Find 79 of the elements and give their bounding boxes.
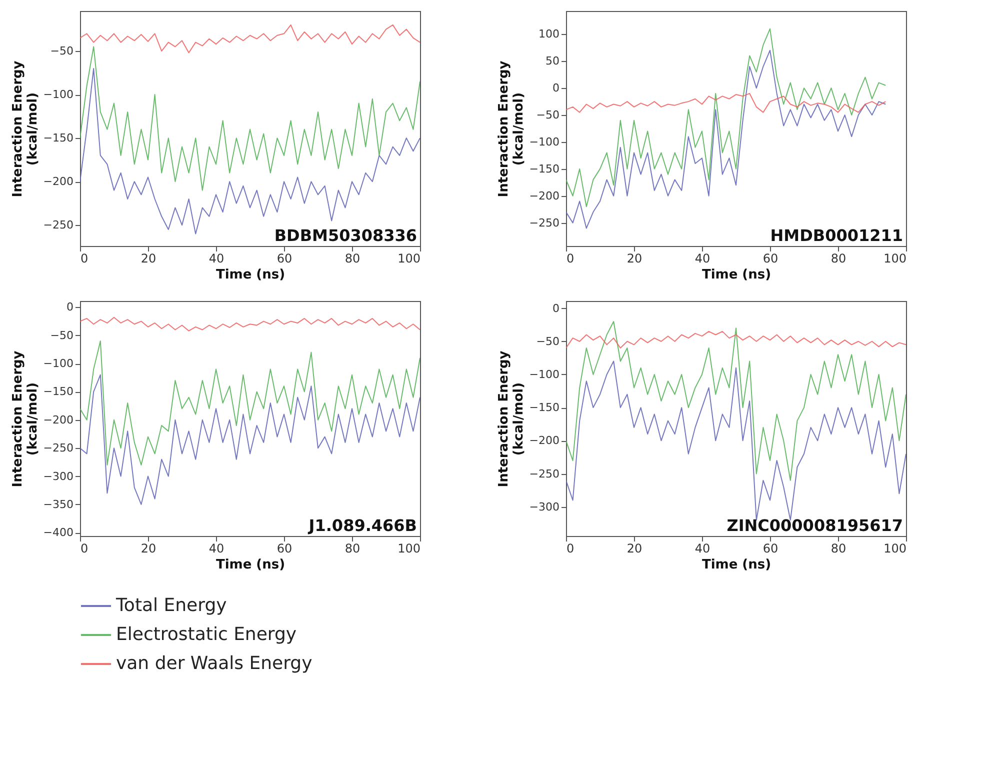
y-axis-title: Interaction Energy (kcal/mol) (10, 350, 40, 488)
y-tick-label: −50 (50, 44, 74, 58)
y-tick-label: −250 (529, 216, 560, 230)
x-tick-label: 40 (208, 252, 224, 266)
y-tick-label: 50 (546, 54, 560, 68)
y-tick-label: −150 (43, 385, 74, 398)
x-tick-label: 100 (884, 542, 906, 556)
x-axis-title: Time (ns) (216, 558, 286, 572)
x-tick-label: 100 (398, 252, 420, 266)
line-series (566, 330, 906, 348)
y-tick-label: −400 (43, 526, 74, 540)
x-axis-title: Time (ns) (216, 268, 286, 282)
y-tick-label: −300 (529, 500, 560, 514)
line-series (566, 321, 906, 481)
x-tick-label: 80 (830, 252, 846, 266)
legend-label: van der Waals Energy (116, 653, 313, 674)
legend-label: Electrostatic Energy (116, 624, 297, 645)
x-tick-label: 60 (762, 252, 778, 266)
annotation: HMDB0001211 (770, 226, 903, 245)
y-axis-title: Interaction Energy (kcal/mol) (496, 350, 526, 488)
x-tick-label: 0 (566, 252, 574, 266)
y-tick-label: −250 (529, 467, 560, 480)
x-tick-label: 40 (208, 542, 224, 556)
x-tick-label: 0 (566, 542, 574, 556)
x-tick-label: 100 (398, 542, 420, 556)
y-tick-label: −200 (529, 189, 560, 202)
legend-label: Total Energy (115, 595, 228, 616)
annotation: J1.089.466B (308, 516, 417, 535)
x-tick-label: 40 (694, 252, 710, 266)
y-tick-label: −250 (43, 442, 74, 455)
y-tick-label: −100 (43, 88, 74, 102)
x-tick-label: 0 (80, 252, 88, 266)
y-tick-label: 100 (538, 28, 560, 41)
x-tick-label: 80 (344, 252, 360, 266)
y-axis-title: Interaction Energy (kcal/mol) (496, 60, 526, 198)
x-tick-label: 0 (80, 542, 88, 556)
x-tick-label: 80 (830, 542, 846, 556)
y-tick-label: −100 (529, 135, 560, 148)
line-series (80, 46, 420, 191)
x-tick-label: 40 (694, 542, 710, 556)
y-tick-label: −150 (43, 132, 74, 145)
y-axis-title: Interaction Energy (kcal/mol) (10, 60, 40, 198)
annotation: ZINC000008195617 (726, 516, 903, 535)
y-tick-label: −50 (50, 328, 74, 342)
y-tick-label: −300 (43, 470, 74, 483)
y-tick-label: −100 (529, 368, 560, 381)
y-tick-label: −50 (536, 108, 560, 122)
line-series (80, 340, 420, 466)
y-tick-label: −150 (529, 401, 560, 414)
x-tick-label: 100 (884, 252, 906, 266)
y-tick-label: 0 (552, 82, 560, 95)
y-tick-label: −350 (43, 498, 74, 511)
x-tick-label: 20 (140, 252, 156, 266)
x-tick-label: 80 (344, 542, 360, 556)
x-axis-title: Time (ns) (702, 558, 772, 572)
y-tick-label: −200 (43, 175, 74, 188)
y-tick-label: −250 (43, 218, 74, 232)
line-series (566, 28, 886, 208)
x-tick-label: 60 (276, 252, 292, 266)
y-tick-label: 0 (552, 302, 560, 315)
line-series (80, 374, 420, 505)
x-tick-label: 20 (626, 252, 642, 266)
x-axis-title: Time (ns) (702, 268, 772, 282)
x-tick-label: 60 (762, 542, 778, 556)
y-tick-label: −200 (43, 413, 74, 426)
line-series (566, 92, 886, 113)
annotation: BDBM50308336 (274, 226, 417, 245)
y-tick-label: −50 (536, 334, 560, 348)
line-series (566, 50, 886, 229)
x-tick-label: 20 (626, 542, 642, 556)
line-series (80, 24, 420, 54)
x-tick-label: 20 (140, 542, 156, 556)
line-series (566, 360, 906, 521)
y-tick-label: −100 (43, 357, 74, 370)
line-series (80, 316, 420, 332)
y-tick-label: 0 (66, 300, 74, 314)
x-tick-label: 60 (276, 542, 292, 556)
y-tick-label: −200 (529, 434, 560, 448)
y-tick-label: −150 (529, 162, 560, 176)
